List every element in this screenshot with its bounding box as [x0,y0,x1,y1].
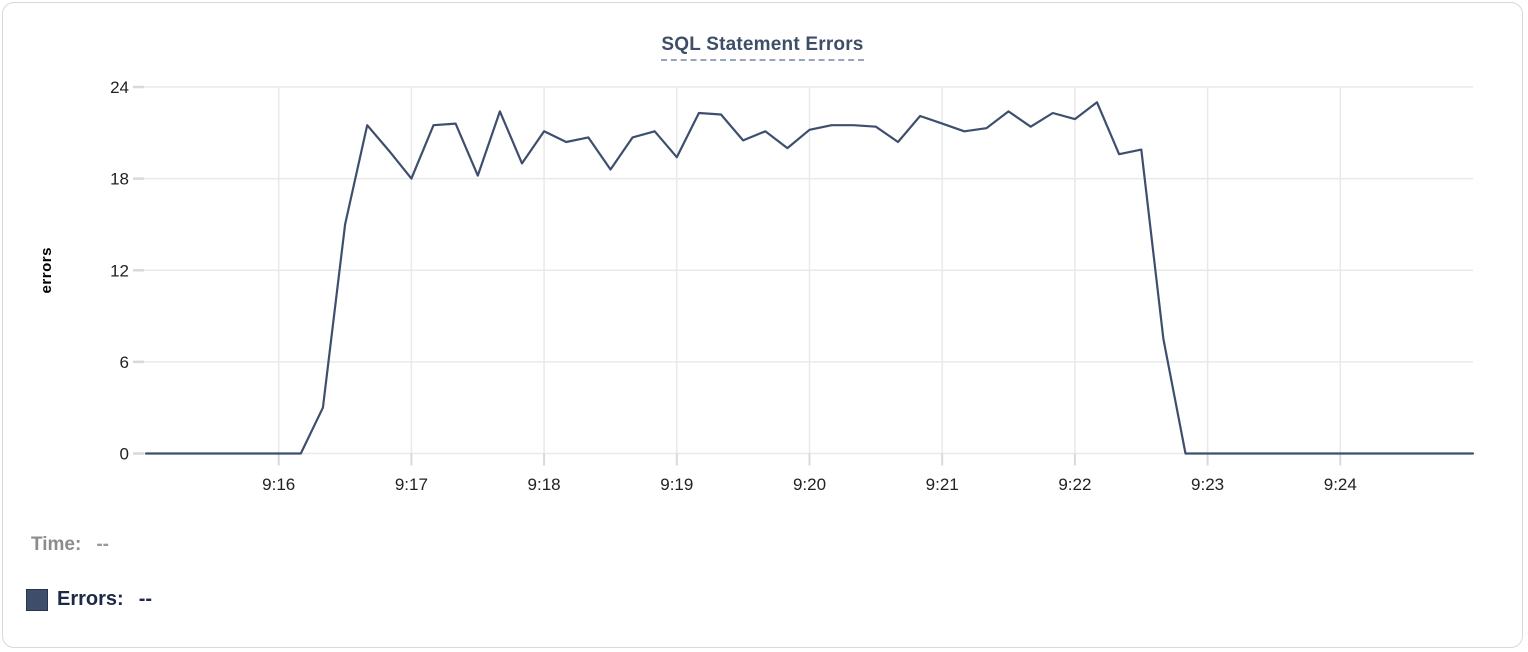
x-tick-label: 9:20 [793,475,826,494]
legend-time-row: Time: -- [31,534,109,556]
y-axis-title: errors [38,247,55,293]
axis-labels: 0 6 12 18 24 9:16 9:17 9:18 9:19 9:20 9:21 9:22 9:23… [38,78,1357,494]
chart-header: SQL Statement Errors [3,34,1522,61]
gridlines [141,86,1473,455]
x-tick-label: 9:21 [926,475,959,494]
legend-time-value: -- [96,534,109,555]
x-tick-label: 9:19 [660,475,693,494]
x-tick-label: 9:24 [1324,475,1357,494]
y-tick-label: 6 [120,353,129,372]
y-tick-label: 24 [110,78,129,97]
y-tick-label: 0 [120,445,129,464]
x-tick-label: 9:23 [1191,475,1224,494]
legend-errors-label: Errors: [57,588,124,610]
y-tick-label: 18 [110,170,129,189]
axis-ticks [133,85,1342,466]
errors-series-swatch [26,588,48,611]
chart-title[interactable]: SQL Statement Errors [661,34,864,61]
legend-errors-value: -- [138,588,153,610]
errors-series-line [144,101,1475,455]
x-tick-label: 9:18 [528,475,561,494]
errors-line-chart[interactable]: 0 6 12 18 24 9:16 9:17 9:18 9:19 9:20 9:21 9:22 9:23… [3,3,1523,515]
x-tick-label: 9:16 [262,475,295,494]
x-tick-label: 9:22 [1058,475,1091,494]
legend-time-label: Time: [31,534,82,555]
x-tick-label: 9:17 [395,475,428,494]
legend-errors-row: Errors: -- [26,588,152,611]
y-tick-label: 12 [110,261,129,280]
